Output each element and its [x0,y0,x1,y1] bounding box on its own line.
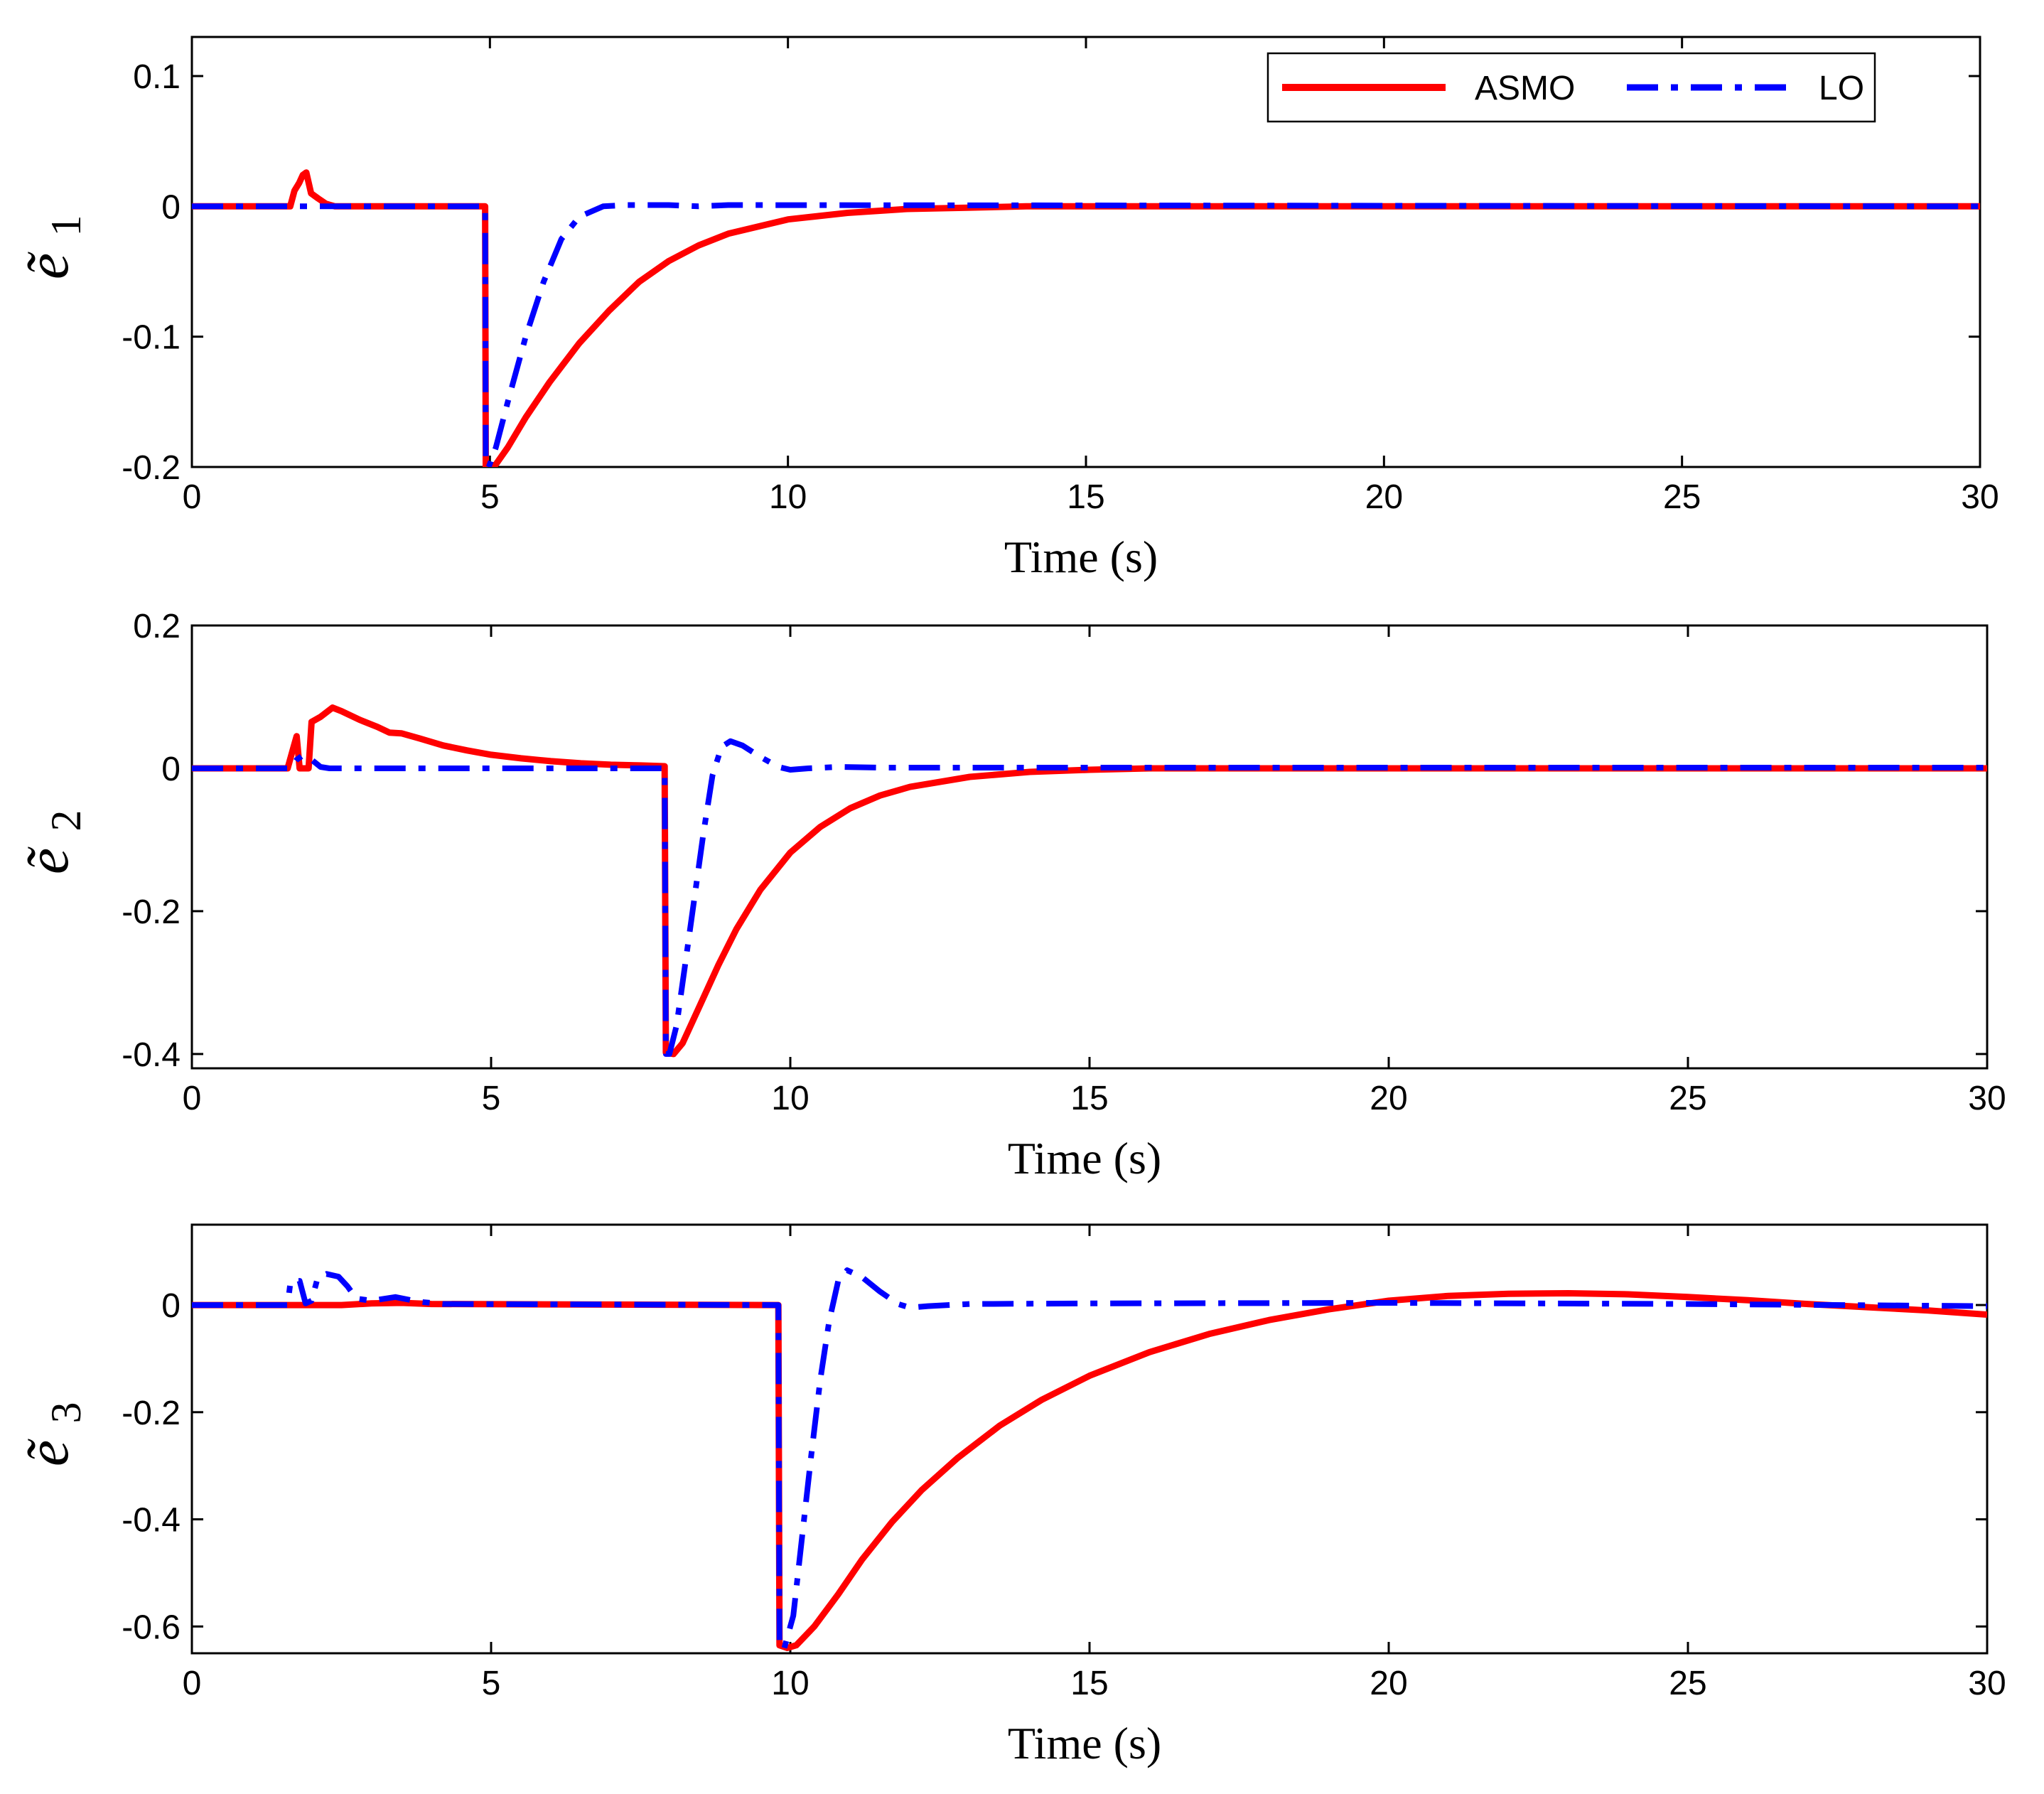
legend: ASMO LO [1266,52,1876,123]
series-line-asmo [192,169,1980,467]
x-tick-label: 0 [183,1665,202,1702]
x-tick-label: 10 [771,1665,809,1702]
y-tick-label: 0 [161,1287,181,1325]
x-tick-label: 25 [1663,478,1701,516]
x-tick-label: 5 [480,478,500,516]
x-tick-label: 25 [1669,1080,1706,1117]
x-tick-label: 15 [1070,1665,1108,1702]
x-axis-title: Time (s) [1004,532,1158,582]
x-axis-title: Time (s) [1008,1133,1161,1183]
x-tick-label: 30 [1968,1665,2006,1702]
y-tick-label: 0 [161,751,181,788]
x-tick-label: 0 [183,1080,202,1117]
y-axis-title: ẽ 3 [15,1402,90,1467]
y-axis-subscript: 1 [43,215,90,237]
x-tick-label: 10 [769,478,807,516]
y-tick-label: -0.2 [122,1395,181,1432]
chart-panel-1: 0 5 10 15 20 25 30 0.1 0 -0.1 -0.2 Time (s) ẽ 1 ASMO L… [15,36,1999,582]
y-tick-label: 0.2 [133,608,181,645]
y-axis-title: ẽ 2 [15,810,90,875]
y-axis-subscript: 3 [43,1402,90,1424]
x-tick-label: 20 [1365,478,1403,516]
y-tick-label: -0.2 [122,449,181,487]
legend-label: ASMO [1475,70,1575,107]
y-tick-label: -0.6 [122,1608,181,1646]
y-tick-label: -0.2 [122,893,181,931]
series-line-lo [192,738,1987,1057]
y-tick-label: -0.4 [122,1036,181,1074]
chart-panel-2: 0 5 10 15 20 25 30 0.2 0 -0.2 -0.4 Time (s) ẽ 2 [15,608,2006,1183]
x-axis-title: Time (s) [1008,1718,1161,1768]
y-axis-subscript: 2 [43,810,90,832]
y-tick-label: 0.1 [133,58,181,96]
y-axis-title: ẽ 1 [15,215,90,280]
x-tick-label: 25 [1669,1665,1706,1702]
series-line-lo [192,202,1980,467]
legend-label: LO [1819,70,1864,107]
x-tick-label: 5 [482,1080,501,1117]
x-tick-label: 20 [1370,1080,1407,1117]
y-tick-label: -0.4 [122,1502,181,1540]
chart-panel-3: 0 5 10 15 20 25 30 0 -0.2 -0.4 -0.6 Time (s) ẽ 3 [15,1223,2006,1768]
x-tick-label: 20 [1370,1665,1407,1702]
x-tick-label: 5 [482,1665,501,1702]
y-axis-symbol: ẽ [15,847,81,874]
series-line-lo [192,1267,1987,1651]
x-tick-label: 0 [183,478,202,516]
y-axis-symbol: ẽ [15,1439,81,1466]
x-tick-label: 30 [1968,1080,2006,1117]
x-tick-label: 10 [771,1080,809,1117]
y-tick-label: 0 [161,188,181,226]
x-tick-label: 15 [1067,478,1104,516]
series-line-asmo [192,704,1987,1058]
y-tick-label: -0.1 [122,319,181,357]
x-tick-label: 15 [1070,1080,1108,1117]
y-axis-symbol: ẽ [15,252,81,279]
x-tick-label: 30 [1961,478,1999,516]
